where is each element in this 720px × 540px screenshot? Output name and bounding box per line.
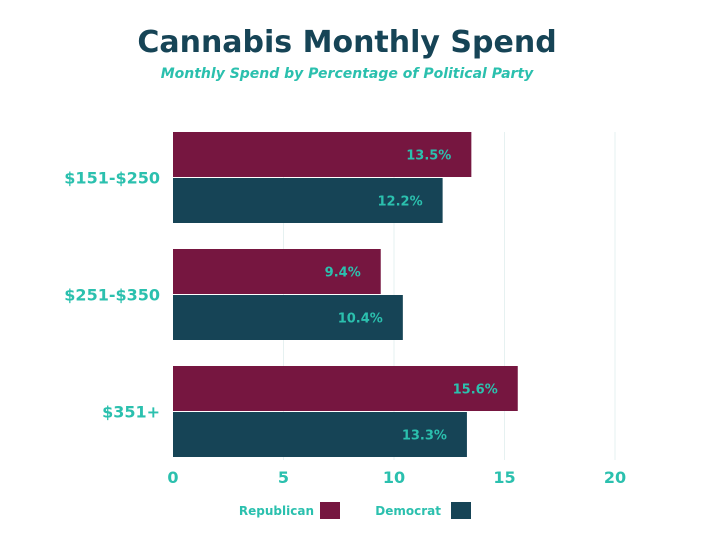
x-tick-label: 5	[278, 468, 289, 487]
category-label: $251-$350	[64, 286, 160, 305]
bar-democrat-2	[173, 412, 467, 457]
chart-title: Cannabis Monthly Spend	[137, 25, 556, 60]
bar-republican-1	[173, 249, 381, 294]
x-tick-label: 20	[604, 468, 626, 487]
legend-label-democrat: Democrat	[375, 504, 441, 518]
category-label: $151-$250	[64, 169, 160, 188]
x-tick-label: 10	[383, 468, 405, 487]
legend-swatch-republican	[320, 502, 340, 519]
bar-republican-0	[173, 132, 472, 177]
category-label: $351+	[102, 403, 160, 422]
legend-label-republican: Republican	[239, 504, 314, 518]
bar-value-label: 13.5%	[406, 149, 451, 164]
bar-value-label: 9.4%	[325, 266, 361, 281]
x-tick-label: 0	[167, 468, 178, 487]
bar-democrat-1	[173, 295, 403, 340]
bar-democrat-0	[173, 178, 443, 223]
bar-republican-2	[173, 366, 518, 411]
category-labels: $151-$250 $251-$350 $351+	[64, 169, 160, 422]
legend: Republican Democrat	[239, 502, 471, 519]
bars-layer: 13.5% 12.2% 9.4% 10.4% 15.6% 13.3%	[173, 132, 518, 457]
bar-value-label: 12.2%	[378, 195, 423, 210]
chart-subtitle: Monthly Spend by Percentage of Political…	[161, 66, 534, 82]
legend-swatch-democrat	[451, 502, 471, 519]
bar-value-label: 10.4%	[338, 312, 383, 327]
bar-value-label: 15.6%	[453, 383, 498, 398]
x-tick-label: 15	[493, 468, 515, 487]
x-axis-ticks: 0 5 10 15 20	[167, 468, 626, 487]
bar-value-label: 13.3%	[402, 429, 447, 444]
